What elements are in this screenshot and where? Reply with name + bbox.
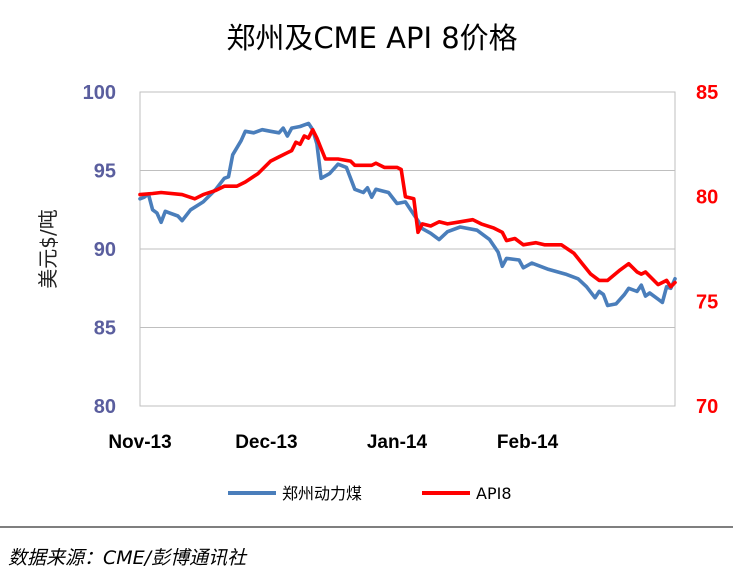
right-tick-label: 85 bbox=[696, 82, 718, 104]
left-tick-label: 85 bbox=[94, 318, 116, 340]
right-tick-label: 80 bbox=[696, 187, 718, 209]
x-tick-label: Jan-14 bbox=[367, 432, 428, 453]
divider bbox=[0, 526, 733, 528]
x-tick-label: Feb-14 bbox=[497, 432, 559, 453]
left-tick-label: 95 bbox=[94, 161, 116, 183]
left-axis-ticks: 80 85 90 95 100 bbox=[83, 82, 116, 418]
x-tick-label: Dec-13 bbox=[235, 432, 297, 453]
x-axis-ticks: Nov-13 Dec-13 Jan-14 Feb-14 bbox=[108, 432, 558, 453]
series-line-2 bbox=[138, 127, 677, 289]
legend-label: 郑州动力煤 bbox=[282, 484, 362, 503]
series-line-1 bbox=[138, 121, 677, 308]
right-axis-ticks: 70 75 80 85 bbox=[696, 82, 718, 418]
source-note: 数据来源：CME/彭博通讯社 bbox=[8, 547, 247, 569]
right-tick-label: 70 bbox=[696, 396, 718, 418]
chart: 郑州及CME API 8价格 80 85 90 95 100 70 75 80 85 Nov-… bbox=[36, 21, 718, 503]
chart-title: 郑州及CME API 8价格 bbox=[226, 21, 517, 55]
plot-area bbox=[139, 91, 676, 407]
legend: 郑州动力煤 API8 bbox=[228, 484, 512, 503]
series-lines bbox=[138, 121, 677, 308]
left-tick-label: 100 bbox=[83, 82, 116, 104]
left-tick-label: 90 bbox=[94, 239, 116, 261]
left-tick-label: 80 bbox=[94, 396, 116, 418]
y-axis-label: 美元$/吨 bbox=[36, 209, 60, 288]
legend-label: API8 bbox=[476, 484, 512, 503]
gridlines bbox=[140, 170, 675, 328]
x-tick-label: Nov-13 bbox=[108, 432, 171, 453]
right-tick-label: 75 bbox=[696, 291, 718, 313]
